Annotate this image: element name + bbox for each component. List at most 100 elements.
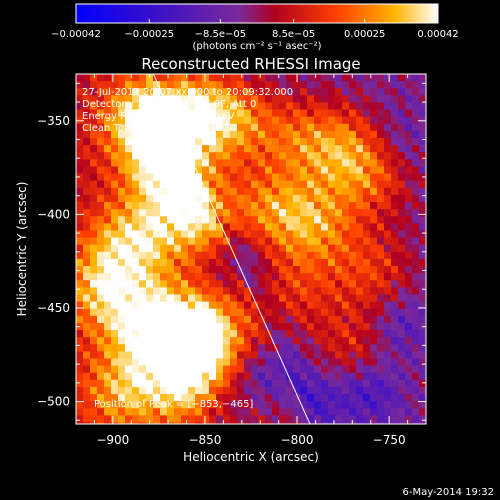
heatmap-cell [272,145,280,153]
heatmap-cell [342,258,350,267]
heatmap-cell [405,109,413,118]
heatmap-cell [300,216,308,224]
heatmap-cell [258,81,266,89]
heatmap-cell [146,223,154,232]
heatmap-cell [139,145,147,153]
heatmap-cell [146,202,154,210]
y-tick-label: −400 [37,207,70,221]
heatmap-cell [335,344,343,352]
heatmap-cell [153,130,161,139]
heatmap-cell [265,159,273,168]
heatmap-cell [251,408,259,416]
heatmap-cell [293,273,301,281]
heatmap-cell [349,301,357,310]
heatmap-cell [244,223,252,232]
heatmap-cell [265,244,273,253]
heatmap-cell [412,337,420,345]
heatmap-cell [76,365,84,374]
heatmap-cell [160,344,168,352]
heatmap-cell [398,216,406,224]
heatmap-cell [258,251,266,260]
heatmap-cell [286,379,294,388]
heatmap-cell [384,273,392,281]
heatmap-cell [76,258,84,267]
heatmap-cell [342,330,350,338]
heatmap-cell [426,330,434,338]
heatmap-cell [384,202,392,210]
heatmap-cell [349,322,357,331]
heatmap-cell [342,251,350,260]
heatmap-cell [335,180,343,189]
heatmap-cell [139,244,147,253]
heatmap-cell [426,309,434,317]
heatmap-cell [104,273,112,281]
heatmap-cell [160,187,168,196]
heatmap-cell [300,159,308,168]
heatmap-cell [342,379,350,388]
colorbar [75,3,439,24]
heatmap-cell [146,287,154,296]
heatmap-cell [307,95,315,104]
heatmap-cell [104,294,112,303]
heatmap-cell [314,187,322,196]
heatmap-cell [391,266,399,274]
heatmap-cell [314,138,322,146]
heatmap-cell [209,166,217,175]
heatmap-cell [167,408,175,416]
heatmap-cell [328,401,336,409]
heatmap-cell [377,294,385,303]
heatmap-cell [258,308,266,317]
heatmap-cell [405,273,413,281]
heatmap-cell [125,337,133,345]
heatmap-cell [104,244,112,253]
heatmap-cell [405,379,413,388]
heatmap-cell [391,166,399,175]
heatmap-cell [188,74,196,82]
heatmap-cell [307,187,315,196]
heatmap-cell [118,337,126,345]
heatmap-cell [314,166,322,175]
heatmap-cell [391,138,399,146]
heatmap-cell [342,138,350,146]
heatmap-cell [104,166,112,175]
heatmap-cell [237,237,245,246]
heatmap-cell [356,415,364,424]
heatmap-cell [76,223,84,232]
heatmap-cell [321,145,329,153]
heatmap-cell [76,308,84,317]
heatmap-cell [307,159,315,168]
heatmap-cell [272,187,280,196]
heatmap-cell [405,322,413,331]
heatmap-cell [167,351,175,360]
heatmap-cell [377,145,385,153]
heatmap-cell [167,337,175,345]
heatmap-cell [286,251,294,260]
heatmap-cell [167,116,175,125]
heatmap-cell [146,379,154,388]
heatmap-cell [321,273,329,281]
heatmap-cell [300,394,308,402]
heatmap-cell [104,280,112,288]
heatmap-cell [76,415,84,424]
heatmap-cell [356,95,364,104]
heatmap-cell [314,116,322,125]
heatmap-cell [146,102,154,111]
heatmap-cell [370,337,378,345]
heatmap-cell [293,81,301,89]
heatmap-cell [426,230,434,238]
heatmap-cell [195,123,203,132]
heatmap-cell [293,123,301,132]
heatmap-cell [125,180,133,189]
heatmap-cell [209,187,217,196]
heatmap-cell [160,88,168,96]
heatmap-cell [342,337,350,345]
heatmap-cell [132,216,140,224]
heatmap-cell [209,223,217,232]
heatmap-cell [139,358,147,367]
heatmap-cell [153,308,161,317]
heatmap-cell [237,287,245,296]
heatmap-cell [419,251,426,260]
heatmap-cell [398,344,406,352]
heatmap-cell [279,202,287,210]
heatmap-cell [412,344,420,352]
